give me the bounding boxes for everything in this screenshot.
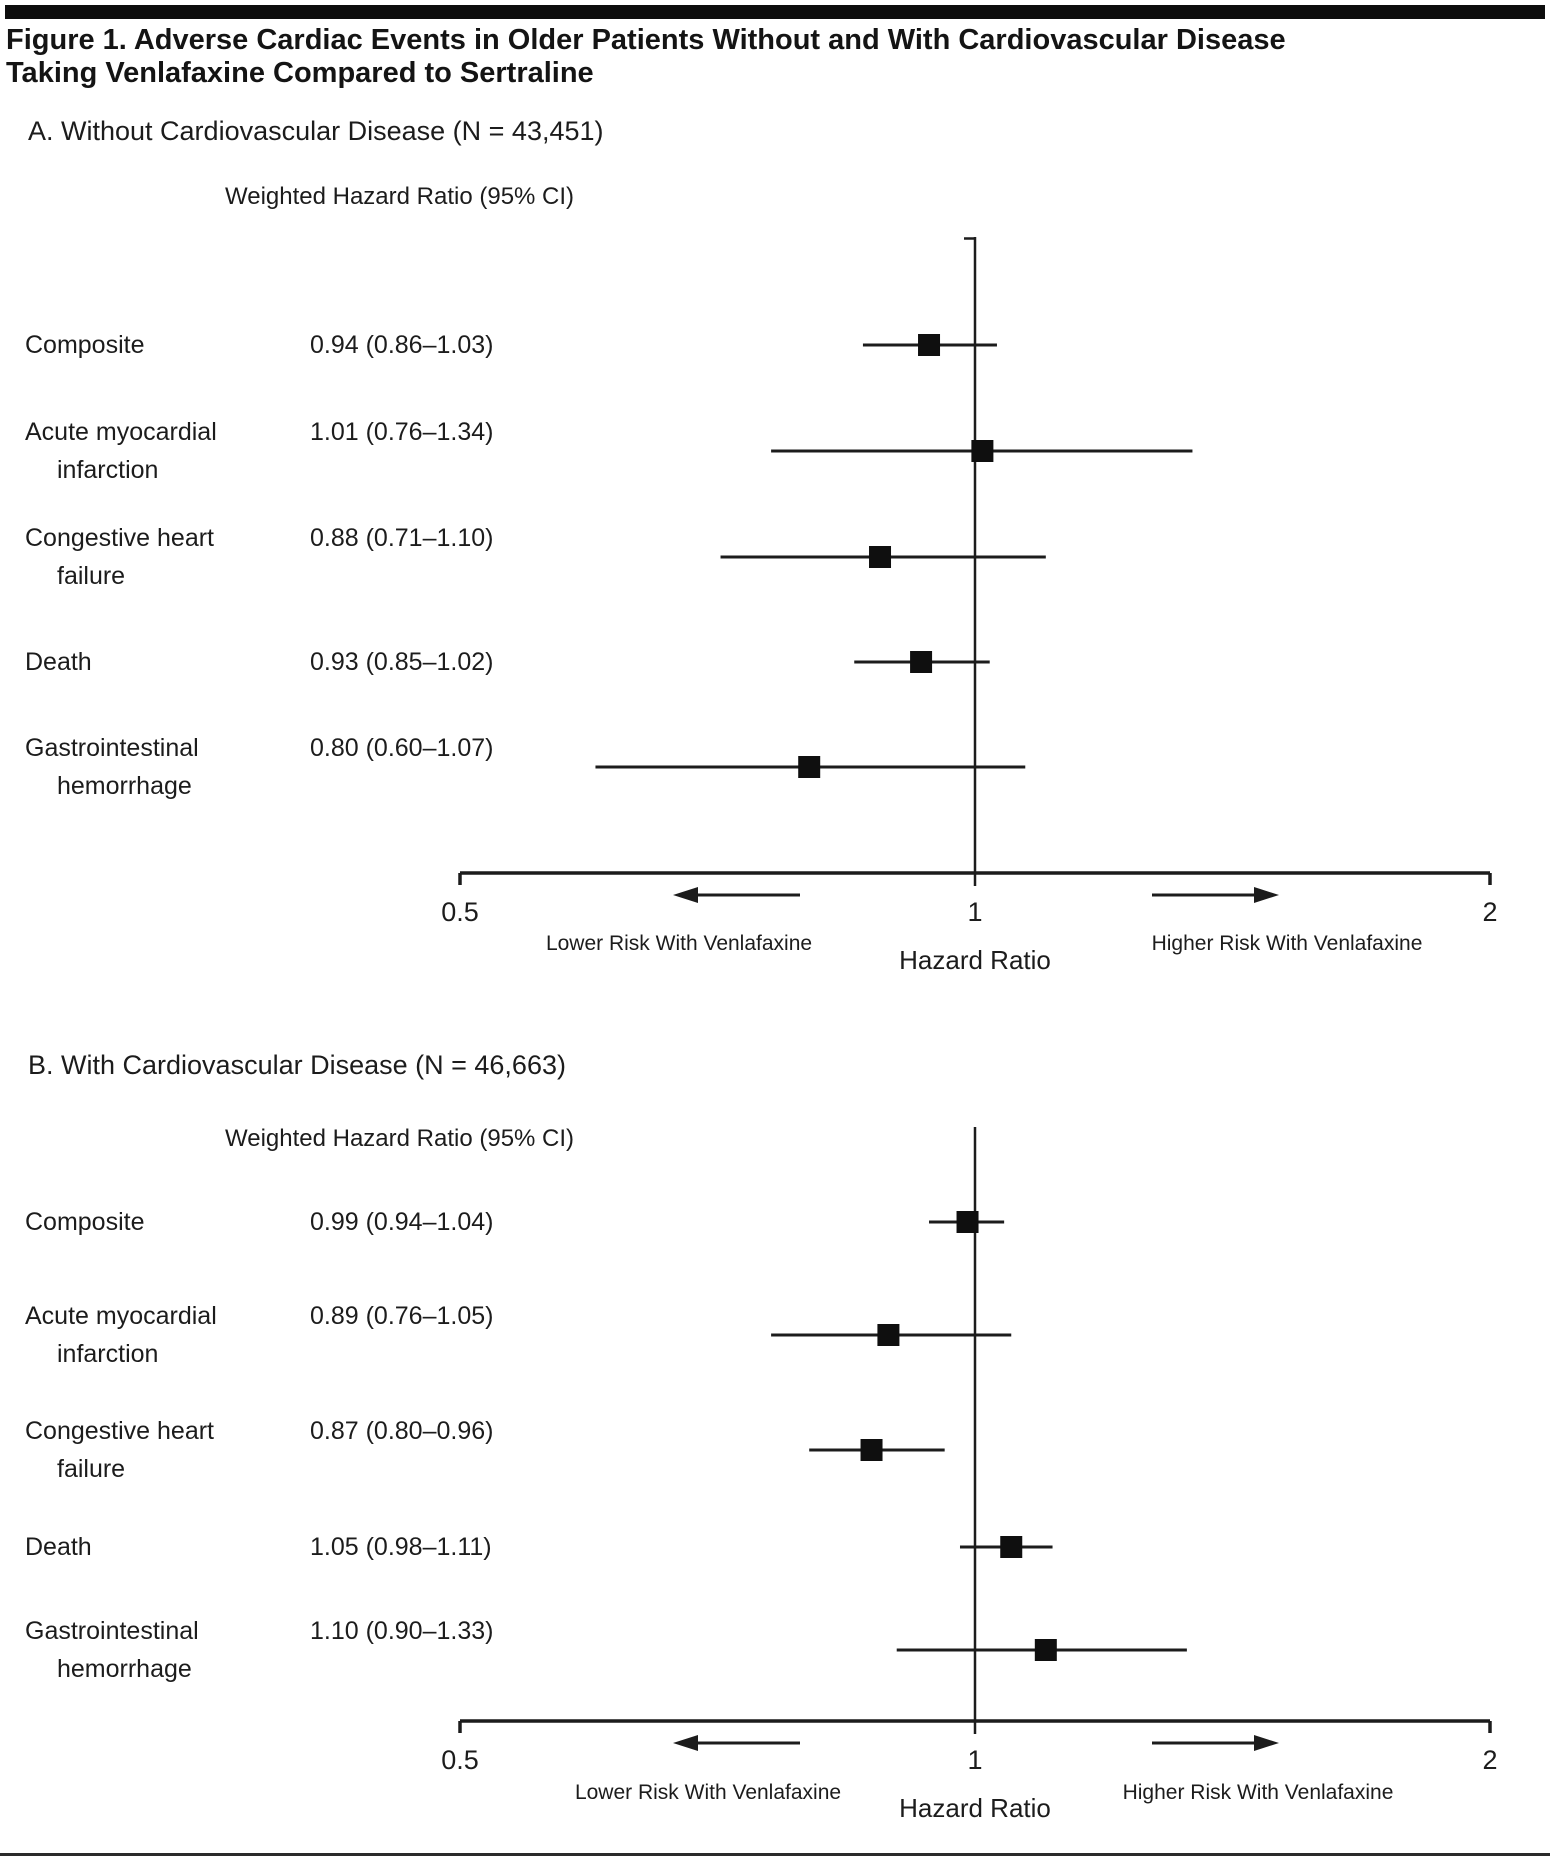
row-value: 1.05 (0.98–1.11) (310, 1533, 492, 1561)
higher-risk-label: Higher Risk With Venlafaxine (1152, 932, 1423, 955)
panel-b-plot: 0.5 1 2 Lower Risk With Venlafaxine Higher R… (441, 1127, 1498, 1823)
panel-a-column-header: Weighted Hazard Ratio (95% CI) (225, 183, 575, 210)
panel-b-column-header: Weighted Hazard Ratio (95% CI) (225, 1125, 575, 1152)
point-estimate-marker (956, 1211, 979, 1233)
lower-risk-label: Lower Risk With Venlafaxine (546, 932, 812, 955)
row-label: Death (25, 648, 92, 676)
point-estimate-marker (869, 546, 892, 568)
panel-b-heading: B. With Cardiovascular Disease (N = 46,6… (28, 1050, 566, 1080)
row-label: Composite (25, 331, 145, 359)
row-value: 0.93 (0.85–1.02) (310, 648, 494, 676)
row-value: 0.80 (0.60–1.07) (310, 734, 494, 762)
point-estimate-marker (860, 1439, 883, 1461)
x-tick-label: 2 (1482, 897, 1497, 927)
figure-title: Figure 1. Adverse Cardiac Events in Olde… (6, 24, 1286, 89)
row-value: 0.94 (0.86–1.03) (310, 331, 494, 359)
point-estimate-marker (971, 440, 994, 462)
row-label: Acute myocardial infarction (25, 418, 217, 484)
bottom-rule (0, 1853, 1550, 1856)
higher-risk-label: Higher Risk With Venlafaxine (1123, 1781, 1394, 1804)
x-tick-label: 1 (967, 1745, 982, 1775)
panel-a-heading: A. Without Cardiovascular Disease (N = 4… (28, 116, 604, 146)
higher-risk-arrowhead-icon (1254, 887, 1279, 903)
row-label: Gastrointestinal hemorrhage (25, 734, 199, 800)
x-tick-label: 0.5 (441, 897, 479, 927)
lower-risk-label: Lower Risk With Venlafaxine (575, 1781, 841, 1804)
row-label: Composite (25, 1208, 145, 1236)
row-label: Death (25, 1533, 92, 1561)
point-estimate-marker (918, 334, 941, 356)
lower-risk-arrowhead-icon (673, 1735, 698, 1751)
x-tick-label: 1 (967, 897, 982, 927)
row-label: Congestive heart failure (25, 1417, 215, 1483)
point-estimate-marker (1000, 1536, 1023, 1558)
row-value: 0.87 (0.80–0.96) (310, 1417, 494, 1445)
lower-risk-arrowhead-icon (673, 887, 698, 903)
row-value: 0.88 (0.71–1.10) (310, 524, 494, 552)
x-axis-title: Hazard Ratio (899, 1793, 1051, 1823)
row-label: Congestive heart failure (25, 524, 215, 590)
point-estimate-marker (877, 1324, 900, 1346)
point-estimate-marker (910, 651, 933, 673)
x-axis-title: Hazard Ratio (899, 945, 1051, 975)
panel-a-plot: 0.5 1 2 Lower Risk With Venlafaxine Higher R… (441, 237, 1498, 975)
row-value: 0.89 (0.76–1.05) (310, 1302, 494, 1330)
point-estimate-marker (1034, 1639, 1057, 1661)
row-value: 1.10 (0.90–1.33) (310, 1617, 494, 1645)
x-tick-label: 0.5 (441, 1745, 479, 1775)
row-label: Gastrointestinal hemorrhage (25, 1617, 199, 1683)
row-value: 0.99 (0.94–1.04) (310, 1208, 494, 1236)
row-label: Acute myocardial infarction (25, 1302, 217, 1368)
higher-risk-arrowhead-icon (1254, 1735, 1279, 1751)
top-rule (5, 5, 1545, 19)
row-value: 1.01 (0.76–1.34) (310, 418, 494, 446)
point-estimate-marker (798, 756, 821, 778)
x-tick-label: 2 (1482, 1745, 1497, 1775)
